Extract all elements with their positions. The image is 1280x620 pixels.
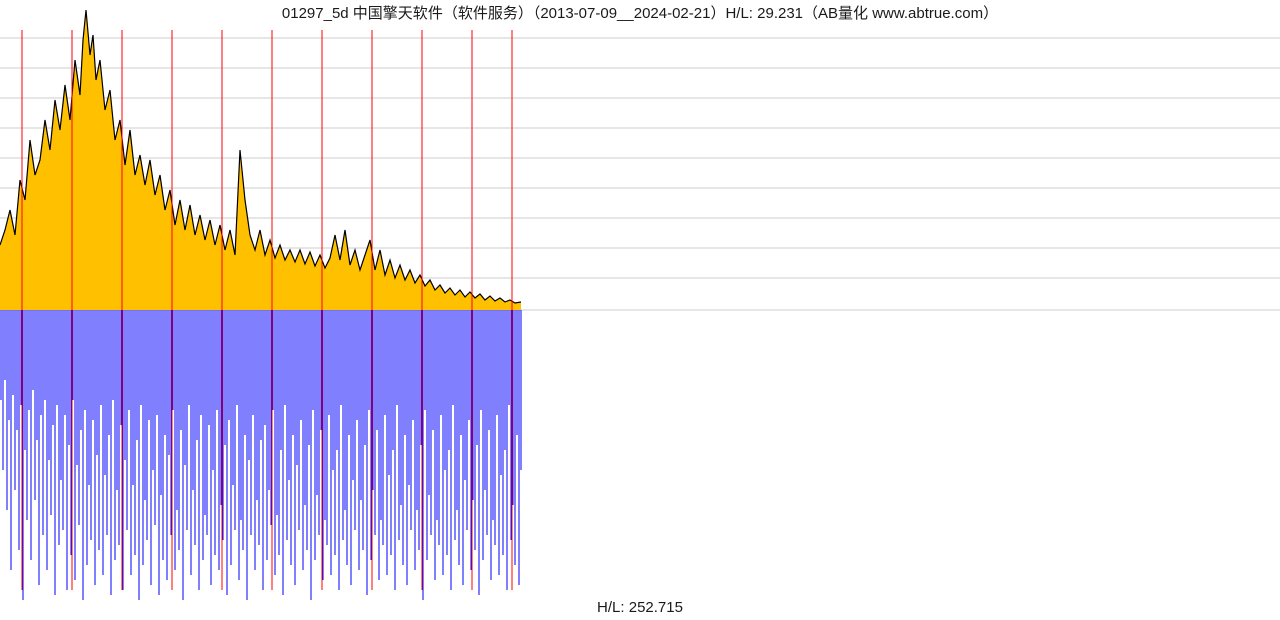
- chart-bottom-label: H/L: 252.715: [0, 599, 1280, 616]
- chart-container: 01297_5d 中国擎天软件（软件服务）（2013-07-09__2024-0…: [0, 0, 1280, 620]
- chart-svg: [0, 0, 1280, 620]
